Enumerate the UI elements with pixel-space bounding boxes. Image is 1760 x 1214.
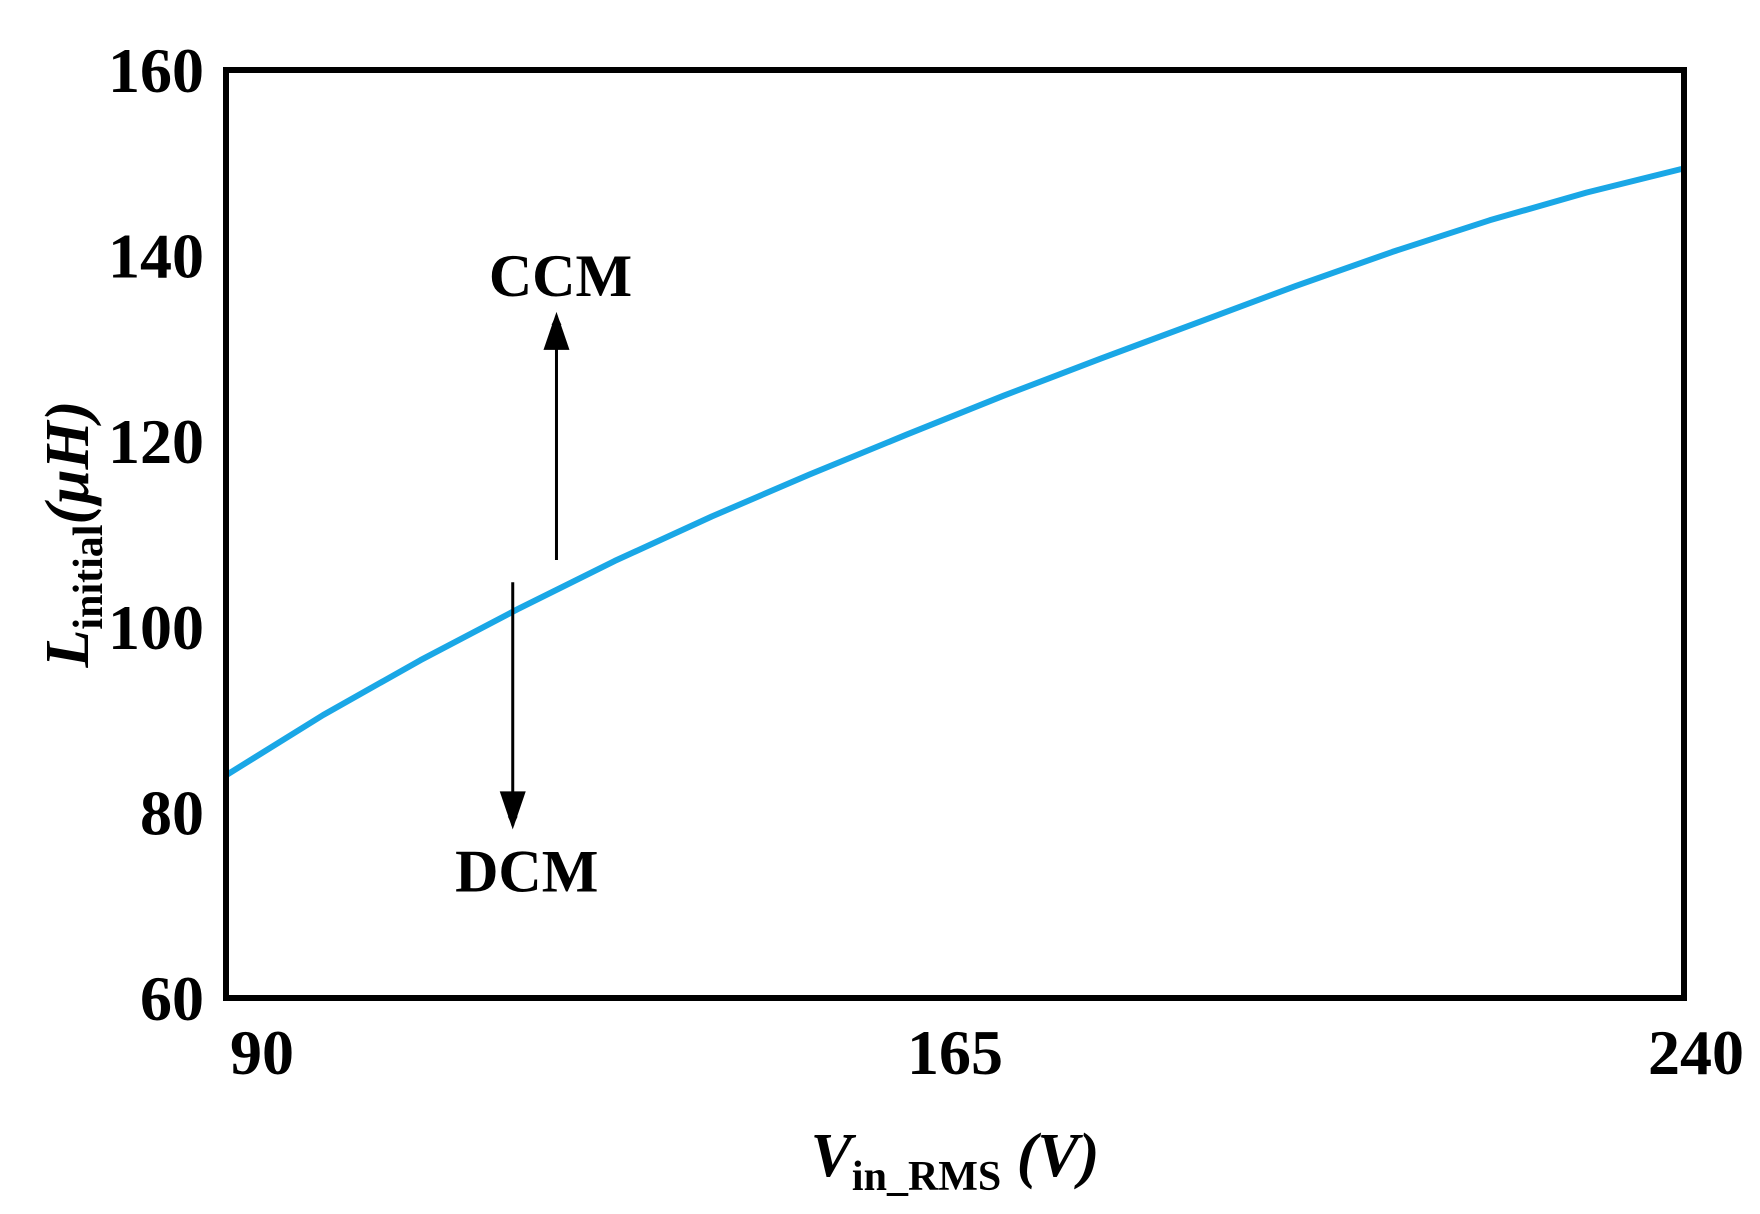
series-line [223, 165, 1687, 779]
x-axis-title-sub: in_RMS [852, 1154, 1001, 1200]
y-tick-label: 80 [140, 777, 204, 848]
x-axis-title-unit: (V) [1001, 1122, 1099, 1190]
x-tick-label: 240 [1648, 1017, 1744, 1088]
x-axis-ticks: 90 165 240 [230, 1017, 1744, 1088]
plot-frame [223, 67, 1687, 1001]
arrowhead-ccm [543, 311, 570, 350]
annotation-dcm: DCM [455, 838, 598, 904]
x-tick-label: 165 [907, 1017, 1003, 1088]
y-axis-title-unit: (μH) [34, 401, 102, 525]
x-axis-title-main: V [811, 1122, 857, 1190]
y-axis-ticks: 60 80 100 120 140 160 [108, 35, 204, 1034]
x-axis-title: Vin_RMS (V) [811, 1122, 1100, 1200]
x-tick-label: 90 [230, 1017, 294, 1088]
arrowhead-dcm [499, 791, 526, 830]
y-tick-label: 100 [108, 592, 204, 663]
y-tick-label: 140 [108, 221, 204, 292]
y-tick-label: 160 [108, 35, 204, 106]
y-axis-title-sub: initial [66, 525, 112, 630]
y-tick-label: 120 [108, 406, 204, 477]
annotation-ccm: CCM [489, 243, 632, 309]
y-tick-label: 60 [140, 963, 204, 1034]
y-axis-title-main: L [34, 630, 102, 669]
series-layer [223, 165, 1687, 779]
y-axis-title: Linitial(μH) [34, 401, 112, 669]
annotation-layer: CCM DCM [455, 243, 632, 904]
